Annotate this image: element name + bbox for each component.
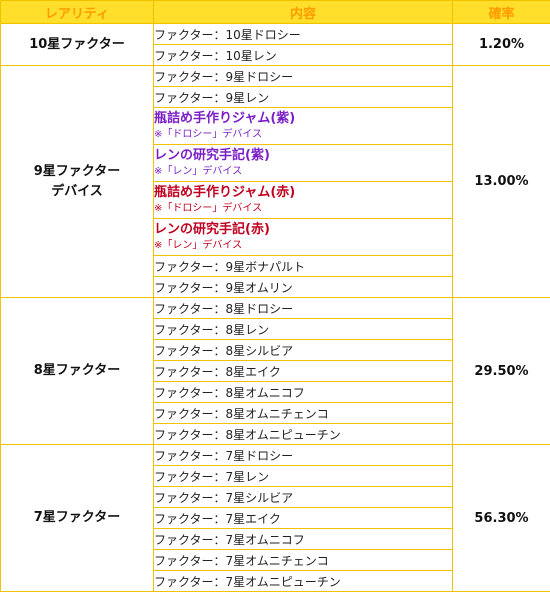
table-row: ファクター：7星オムニピューチン bbox=[1, 570, 550, 592]
header-row: レアリティ 内容 確率 bbox=[0, 0, 550, 24]
item-cell: ファクター：9星オムリン bbox=[153, 276, 453, 298]
item-cell: ファクター：10星レン bbox=[153, 44, 453, 66]
device-note: ※「ドロシー」デバイス bbox=[154, 203, 263, 214]
table-row: レンの研究手記(赤) ※「レン」デバイス bbox=[1, 218, 550, 256]
item-cell: ファクター：8星ドロシー bbox=[153, 297, 453, 319]
device-name: レンの研究手記(紫) bbox=[154, 148, 270, 163]
rarity-label: 7星ファクター bbox=[33, 510, 121, 525]
item-cell: ファクター：9星ドロシー bbox=[153, 65, 453, 87]
device-item-cell: 瓶詰め手作りジャム(赤) ※「ドロシー」デバイス bbox=[153, 181, 453, 219]
item-cell: ファクター：7星オムニピューチン bbox=[153, 570, 453, 592]
rarity-label: 8星ファクター bbox=[33, 363, 121, 378]
rate-cell: 1.20% bbox=[452, 23, 550, 66]
rarity-cell: 8星ファクター bbox=[0, 297, 154, 445]
device-item-cell: レンの研究手記(赤) ※「レン」デバイス bbox=[153, 218, 453, 256]
table-header: レアリティ 内容 確率 bbox=[0, 0, 550, 24]
item-cell: ファクター：9星レン bbox=[153, 86, 453, 108]
item-cell: ファクター：8星オムニコフ bbox=[153, 381, 453, 403]
rarity-label: 10星ファクター bbox=[29, 36, 125, 52]
table-row: 10星ファクター ファクター：10星ドロシー 1.20% bbox=[0, 23, 550, 66]
device-name: 瓶詰め手作りジャム(紫) bbox=[154, 111, 296, 126]
device-note: ※「レン」デバイス bbox=[154, 240, 243, 251]
rarity-label: デバイス bbox=[51, 183, 103, 199]
device-name: 瓶詰め手作りジャム(赤) bbox=[154, 185, 296, 200]
header-rate: 確率 bbox=[452, 0, 550, 24]
table-row: ファクター：7星オムニチェンコ bbox=[1, 549, 550, 571]
rarity-label: 9星ファクター bbox=[33, 163, 121, 179]
item-cell: ファクター：8星エイク bbox=[153, 360, 453, 382]
item-cell: ファクター：7星エイク bbox=[153, 507, 453, 529]
item-cell: ファクター：7星オムニコフ bbox=[153, 528, 453, 550]
item-cell: ファクター：7星シルビア bbox=[153, 486, 453, 508]
header-rarity: レアリティ bbox=[0, 0, 154, 24]
rarity-cell: 7星ファクター bbox=[0, 444, 154, 592]
table-row: ファクター：7星シルビア bbox=[1, 486, 550, 508]
rate-cell: 29.50% bbox=[452, 297, 550, 445]
item-cell: ファクター：9星ボナパルト bbox=[153, 255, 453, 277]
table-row: ファクター：8星エイク bbox=[1, 360, 550, 382]
item-cell: ファクター：8星シルビア bbox=[153, 339, 453, 361]
rarity-cell: 9星ファクター デバイス bbox=[0, 65, 154, 298]
table-row: ファクター：9星ボナパルト bbox=[1, 255, 550, 277]
item-cell: ファクター：8星オムニチェンコ bbox=[153, 402, 453, 424]
device-name: レンの研究手記(赤) bbox=[154, 222, 270, 237]
header-contents: 内容 bbox=[153, 0, 453, 24]
device-note: ※「ドロシー」デバイス bbox=[154, 129, 263, 140]
device-item-cell: レンの研究手記(紫) ※「レン」デバイス bbox=[153, 144, 453, 182]
device-item-cell: 瓶詰め手作りジャム(紫) ※「ドロシー」デバイス bbox=[153, 107, 453, 145]
table-row: 8星ファクター ファクター：8星ドロシー 29.50% bbox=[0, 297, 550, 445]
item-cell: ファクター：7星ドロシー bbox=[153, 444, 453, 466]
device-note: ※「レン」デバイス bbox=[154, 166, 243, 177]
item-cell: ファクター：10星ドロシー bbox=[153, 23, 453, 45]
item-cell: ファクター：7星レン bbox=[153, 465, 453, 487]
item-cell: ファクター：7星オムニチェンコ bbox=[153, 549, 453, 571]
rate-cell: 56.30% bbox=[452, 444, 550, 592]
item-cell: ファクター：8星レン bbox=[153, 318, 453, 340]
rate-cell: 13.00% bbox=[452, 65, 550, 298]
table-row: 9星ファクター デバイス ファクター：9星ドロシー 13.00% bbox=[0, 65, 550, 298]
table-body: 10星ファクター ファクター：10星ドロシー 1.20% ファクター：10星レン 9星フ… bbox=[0, 23, 550, 592]
rarity-cell: 10星ファクター bbox=[0, 23, 154, 66]
table-row: 7星ファクター ファクター：7星ドロシー 56.30% bbox=[0, 444, 550, 592]
item-cell: ファクター：8星オムニピューチン bbox=[153, 423, 453, 445]
